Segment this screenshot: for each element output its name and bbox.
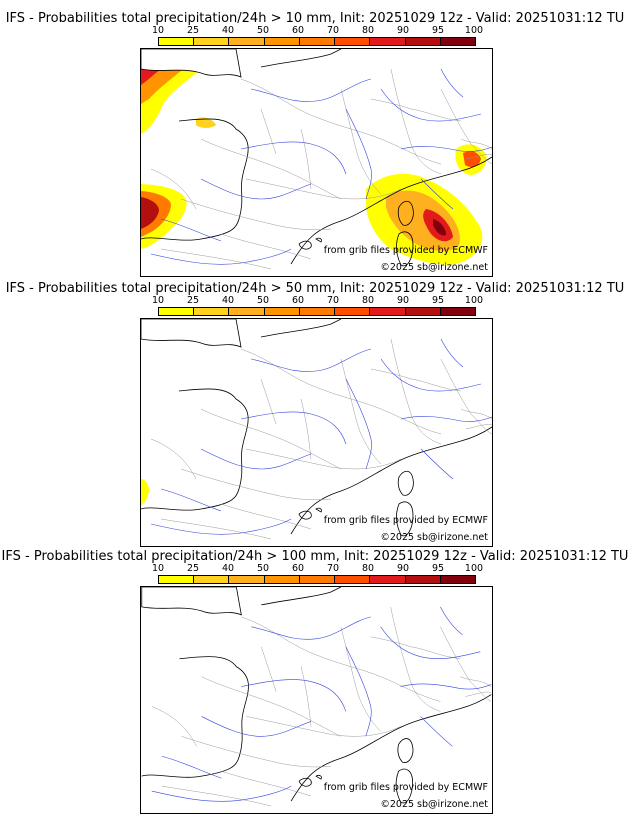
panel-100mm: IFS - Probabilities total precipitation/… xyxy=(0,538,630,814)
tick-label: 90 xyxy=(396,295,410,306)
colorbar-labels: 10 25 40 50 60 70 80 90 95 100 xyxy=(152,25,483,36)
tick-label: 50 xyxy=(256,295,270,306)
tick-label: 10 xyxy=(151,295,165,306)
panel-10mm: IFS - Probabilities total precipitation/… xyxy=(0,0,630,277)
colorbar-segment xyxy=(440,308,475,315)
tick-label: 10 xyxy=(151,563,165,574)
map-10mm: from grib files provided by ECMWF ©2025 … xyxy=(140,48,493,277)
tick-label: 25 xyxy=(186,25,200,36)
tick-label: 25 xyxy=(186,563,200,574)
colorbar xyxy=(158,307,476,316)
colorbar-segment xyxy=(335,38,371,45)
tick-label: 10 xyxy=(151,25,165,36)
colorbar-segment xyxy=(405,576,441,583)
tick-label: 95 xyxy=(431,295,445,306)
tick-label: 100 xyxy=(464,563,484,574)
colorbar-segment xyxy=(229,308,265,315)
tick-label: 50 xyxy=(256,563,270,574)
tick-label: 80 xyxy=(361,563,375,574)
colorbar-segment xyxy=(264,576,300,583)
colorbar-segment xyxy=(370,308,406,315)
colorbar-segment xyxy=(335,308,371,315)
tick-label: 60 xyxy=(291,25,305,36)
colorbar-segment xyxy=(370,38,406,45)
tick-label: 40 xyxy=(221,25,235,36)
source-credit: from grib files provided by ECMWF xyxy=(323,515,488,526)
colorbar-segment xyxy=(229,576,265,583)
colorbar-segment xyxy=(299,308,336,315)
panel-title: IFS - Probabilities total precipitation/… xyxy=(1,549,629,564)
copyright: ©2025 sb@irizone.net xyxy=(380,532,488,543)
colorbar-segment xyxy=(370,576,406,583)
tick-label: 40 xyxy=(221,295,235,306)
colorbar-segment xyxy=(405,308,441,315)
copyright: ©2025 sb@irizone.net xyxy=(380,799,488,810)
tick-label: 60 xyxy=(291,295,305,306)
basemap xyxy=(141,319,492,540)
tick-label: 100 xyxy=(464,25,484,36)
colorbar-segment xyxy=(194,38,230,45)
source-credit: from grib files provided by ECMWF xyxy=(323,782,488,793)
tick-label: 50 xyxy=(256,25,270,36)
tick-label: 95 xyxy=(431,563,445,574)
tick-label: 100 xyxy=(464,295,484,306)
colorbar-segment xyxy=(335,576,371,583)
basemap xyxy=(141,587,492,807)
map-100mm: from grib files provided by ECMWF ©2025 … xyxy=(140,586,493,814)
tick-label: 95 xyxy=(431,25,445,36)
copyright: ©2025 sb@irizone.net xyxy=(380,262,488,273)
colorbar xyxy=(158,37,476,46)
source-credit: from grib files provided by ECMWF xyxy=(323,245,488,256)
tick-label: 70 xyxy=(326,563,340,574)
colorbar-segment xyxy=(264,38,300,45)
colorbar xyxy=(158,575,476,584)
colorbar-segment xyxy=(440,576,475,583)
colorbar-segment xyxy=(299,38,336,45)
map-50mm: from grib files provided by ECMWF ©2025 … xyxy=(140,318,493,547)
colorbar-segment xyxy=(159,38,195,45)
tick-label: 90 xyxy=(396,563,410,574)
tick-label: 70 xyxy=(326,295,340,306)
colorbar-segment xyxy=(405,38,441,45)
panel-50mm: IFS - Probabilities total precipitation/… xyxy=(0,270,630,547)
colorbar-segment xyxy=(229,38,265,45)
tick-label: 80 xyxy=(361,25,375,36)
colorbar-labels: 10 25 40 50 60 70 80 90 95 100 xyxy=(152,563,483,574)
tick-label: 60 xyxy=(291,563,305,574)
probability-overlay xyxy=(141,49,487,265)
colorbar-segment xyxy=(159,308,195,315)
panel-title: IFS - Probabilities total precipitation/… xyxy=(5,11,625,26)
tick-label: 25 xyxy=(186,295,200,306)
tick-label: 70 xyxy=(326,25,340,36)
colorbar-labels: 10 25 40 50 60 70 80 90 95 100 xyxy=(152,295,483,306)
tick-label: 80 xyxy=(361,295,375,306)
panel-title: IFS - Probabilities total precipitation/… xyxy=(5,281,625,296)
tick-label: 40 xyxy=(221,563,235,574)
colorbar-segment xyxy=(440,38,475,45)
probability-overlay xyxy=(141,479,149,505)
colorbar-segment xyxy=(194,308,230,315)
colorbar-segment xyxy=(299,576,336,583)
tick-label: 90 xyxy=(396,25,410,36)
colorbar-segment xyxy=(159,576,195,583)
colorbar-segment xyxy=(264,308,300,315)
colorbar-segment xyxy=(194,576,230,583)
